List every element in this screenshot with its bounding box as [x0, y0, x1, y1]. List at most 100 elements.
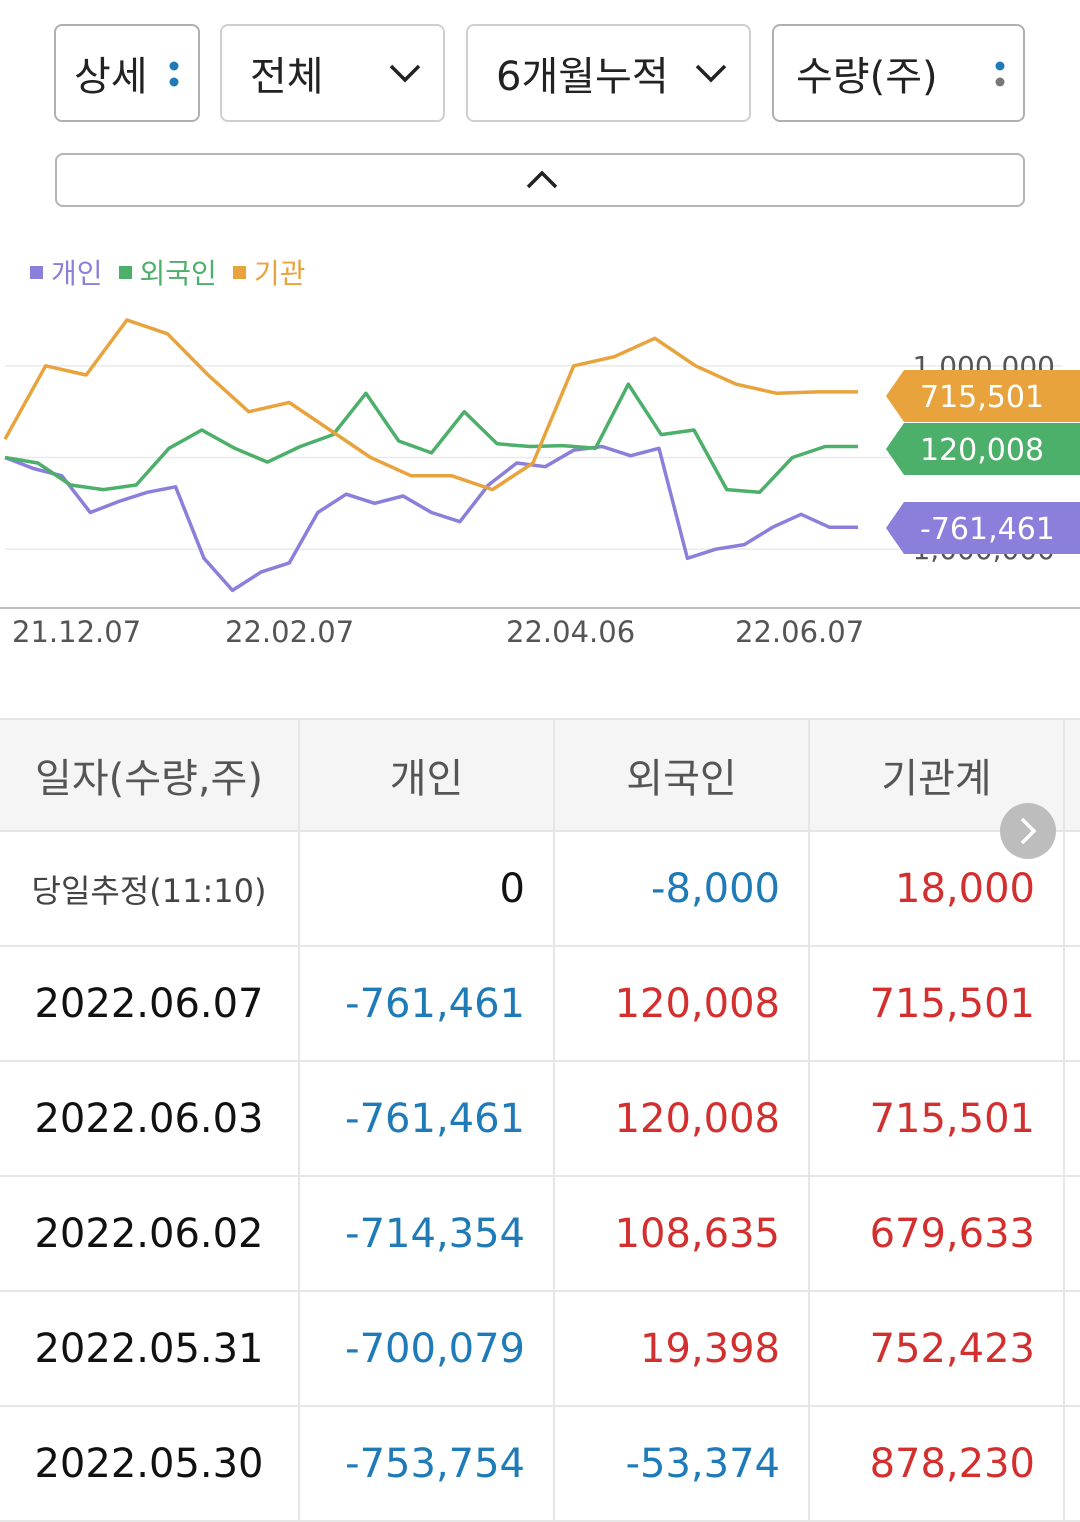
table-row[interactable]: 2022.05.31 -700,079 19,398 752,423: [0, 1292, 1080, 1407]
cell-date: 2022.05.31: [34, 1325, 264, 1372]
cell-foreign: 108,635: [614, 1210, 780, 1257]
column-divider: [1063, 720, 1065, 830]
end-value-label: -761,461: [920, 512, 1055, 547]
cell-institution: 679,633: [869, 1210, 1035, 1257]
legend-label: 외국인: [139, 257, 217, 290]
legend-swatch: [118, 265, 132, 279]
cell-individual: -761,461: [345, 1095, 525, 1142]
chevron-right-icon: [1020, 817, 1037, 845]
end-value-label: 120,008: [920, 433, 1044, 468]
column-divider: [1063, 1062, 1065, 1175]
cell-foreign: 19,398: [640, 1325, 780, 1372]
column-divider: [553, 1407, 555, 1520]
x-tick-label: 22.04.06: [506, 615, 635, 649]
chart-legend: 개인 외국인 기관: [30, 252, 321, 292]
header-foreign: 외국인: [626, 756, 737, 802]
column-divider: [298, 1407, 300, 1520]
column-divider: [808, 832, 810, 945]
legend-item-institution[interactable]: 기관: [232, 252, 306, 292]
column-divider: [1063, 1177, 1065, 1290]
chevron-up-icon: [526, 170, 558, 189]
column-divider: [808, 1177, 810, 1290]
period-dropdown[interactable]: 6개월누적: [466, 24, 751, 122]
foreign-line: [4, 382, 858, 495]
header-individual: 개인: [389, 756, 464, 802]
individual-line: [4, 444, 858, 593]
institution-line: [3, 318, 858, 492]
cell-institution: 752,423: [869, 1325, 1035, 1372]
column-divider: [298, 947, 300, 1060]
end-value-badge: 715,501: [886, 370, 1080, 422]
unit-label: 수량(주): [796, 54, 938, 100]
cell-foreign: 120,008: [614, 1095, 780, 1142]
cell-date: 2022.06.02: [34, 1210, 264, 1257]
column-divider: [298, 1062, 300, 1175]
cell-date: 당일추정(11:10): [31, 871, 267, 910]
cell-institution: 878,230: [869, 1440, 1035, 1487]
column-divider: [553, 1062, 555, 1175]
column-divider: [1063, 947, 1065, 1060]
detail-menu-button[interactable]: 상세: [54, 24, 200, 122]
legend-swatch: [232, 265, 246, 279]
table-row[interactable]: 2022.06.02 -714,354 108,635 679,633: [0, 1177, 1080, 1292]
cell-date: 2022.05.30: [34, 1440, 264, 1487]
header-institution: 기관계: [881, 756, 992, 802]
cell-individual: -761,461: [345, 980, 525, 1027]
cell-individual: -714,354: [345, 1210, 525, 1257]
column-divider: [553, 720, 555, 830]
table-header: 일자(수량,주) 개인 외국인 기관계: [0, 718, 1080, 832]
unit-menu-button[interactable]: 수량(주): [772, 24, 1025, 122]
cell-date: 2022.06.03: [34, 1095, 264, 1142]
column-divider: [298, 720, 300, 830]
end-value-badge: -761,461: [886, 502, 1080, 554]
column-divider: [808, 720, 810, 830]
cell-individual: -700,079: [345, 1325, 525, 1372]
x-tick-label: 21.12.07: [12, 615, 141, 649]
legend-item-foreign[interactable]: 외국인: [118, 252, 217, 292]
collapse-filters-button[interactable]: [55, 153, 1025, 207]
cell-institution: 715,501: [869, 1095, 1035, 1142]
chevron-down-icon: [695, 64, 727, 83]
column-divider: [553, 947, 555, 1060]
period-label: 6개월누적: [496, 54, 669, 100]
column-divider: [1063, 832, 1065, 945]
header-date: 일자(수량,주): [35, 756, 263, 802]
column-divider: [553, 1292, 555, 1405]
column-divider: [298, 832, 300, 945]
column-divider: [1063, 1292, 1065, 1405]
legend-item-individual[interactable]: 개인: [30, 252, 103, 292]
end-value-label: 715,501: [920, 380, 1044, 415]
cell-date: 2022.06.07: [34, 980, 264, 1027]
column-divider: [553, 832, 555, 945]
cell-institution: 18,000: [895, 865, 1035, 912]
cumulative-trade-chart: 1,000,000-1,000,000 715,501120,008-761,4…: [0, 318, 1080, 649]
legend-label: 기관: [253, 257, 306, 290]
filter-bar: 상세 전체 6개월누적 수량(주): [0, 0, 1080, 220]
column-divider: [808, 947, 810, 1060]
cell-foreign: -8,000: [651, 865, 780, 912]
cell-institution: 715,501: [869, 980, 1035, 1027]
column-divider: [298, 1177, 300, 1290]
column-divider: [298, 1292, 300, 1405]
dots-vertical-icon: [169, 61, 179, 87]
table-row[interactable]: 2022.06.07 -761,461 120,008 715,501: [0, 947, 1080, 1062]
detail-label: 상세: [74, 54, 148, 100]
x-tick-label: 22.06.07: [735, 615, 864, 649]
column-divider: [808, 1062, 810, 1175]
x-tick-label: 22.02.07: [225, 615, 354, 649]
column-divider: [808, 1407, 810, 1520]
cell-foreign: 120,008: [614, 980, 780, 1027]
legend-label: 개인: [51, 257, 103, 290]
table-row[interactable]: 2022.05.30 -753,754 -53,374 878,230: [0, 1407, 1080, 1522]
table-row[interactable]: 당일추정(11:10) 0 -8,000 18,000: [0, 832, 1080, 947]
table-row[interactable]: 2022.06.03 -761,461 120,008 715,501: [0, 1062, 1080, 1177]
end-value-badge: 120,008: [886, 423, 1080, 475]
column-divider: [553, 1177, 555, 1290]
column-divider: [1063, 1407, 1065, 1520]
legend-swatch: [30, 265, 43, 279]
scroll-right-button[interactable]: [1000, 803, 1056, 859]
dots-vertical-icon: [995, 61, 1005, 87]
scope-label: 전체: [250, 54, 324, 100]
scope-dropdown[interactable]: 전체: [220, 24, 445, 122]
column-divider: [808, 1292, 810, 1405]
